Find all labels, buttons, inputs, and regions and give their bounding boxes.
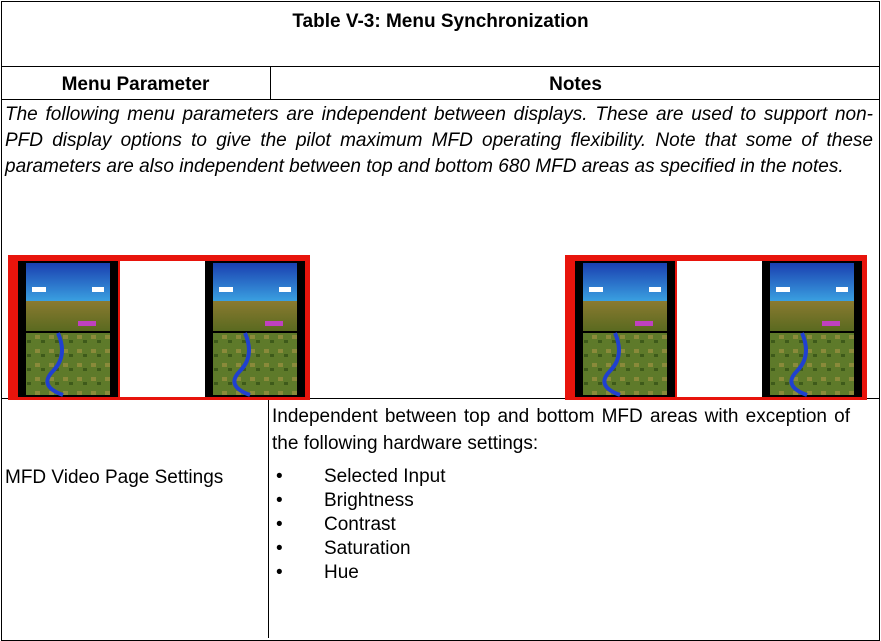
rule <box>1 398 880 399</box>
column-header: Menu Parameter <box>61 74 210 95</box>
rule <box>1 66 880 67</box>
column-header: Notes <box>549 74 602 95</box>
rule <box>268 398 269 638</box>
description: The following menu parameters are indepe… <box>5 104 873 177</box>
rule <box>270 66 271 99</box>
list-item: Brightness <box>272 489 872 513</box>
list-item: Hue <box>272 561 872 585</box>
list-item: Contrast <box>272 513 872 537</box>
parameter: MFD Video Page Settings <box>5 467 224 488</box>
item-list: Selected InputBrightnessContrastSaturati… <box>272 465 872 585</box>
rule <box>1 99 880 100</box>
notes: Independent between top and bottom MFD a… <box>272 406 850 454</box>
list-item: Saturation <box>272 537 872 561</box>
display-images <box>0 250 881 400</box>
table-title: Table V-3: Menu Synchronization <box>292 11 589 32</box>
list-item: Selected Input <box>272 465 872 489</box>
